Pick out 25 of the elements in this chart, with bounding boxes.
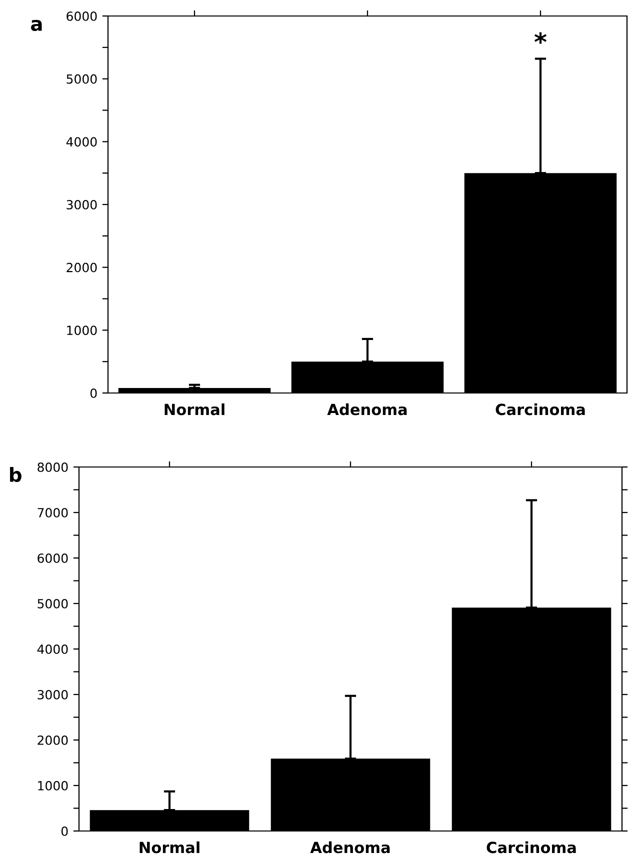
chart-title: a [30, 20, 42, 32]
y-tick-label: 0 [90, 388, 97, 398]
annotation: * [534, 32, 547, 44]
y-tick-label: 6000 [38, 553, 68, 563]
x-tick-label: Carcinoma [496, 403, 585, 416]
y-tick-label: 2000 [38, 735, 68, 745]
y-tick-label: 2000 [66, 262, 97, 272]
y-tick-label: 0 [61, 826, 68, 836]
x-tick-label: Carcinoma [486, 841, 576, 854]
chart-title: b [10, 467, 22, 482]
x-tick-label: Adenoma [327, 403, 407, 416]
x-tick-label: Normal [164, 403, 224, 416]
y-tick-label: 5000 [66, 74, 97, 84]
y-tick-label: 1000 [67, 326, 97, 336]
y-tick-label: 5000 [38, 598, 68, 608]
y-tick-label: 4000 [66, 137, 97, 147]
x-tick-label: Normal [140, 841, 200, 854]
y-tick-label: 3000 [66, 200, 97, 210]
y-tick-label: 4000 [37, 644, 68, 654]
x-tick-label: Adenoma [310, 841, 390, 854]
y-tick-label: 1000 [38, 780, 68, 790]
y-tick-label: 7000 [38, 508, 68, 518]
y-tick-label: 6000 [66, 11, 97, 21]
y-tick-label: 8000 [38, 462, 68, 472]
y-tick-label: 3000 [38, 690, 68, 700]
